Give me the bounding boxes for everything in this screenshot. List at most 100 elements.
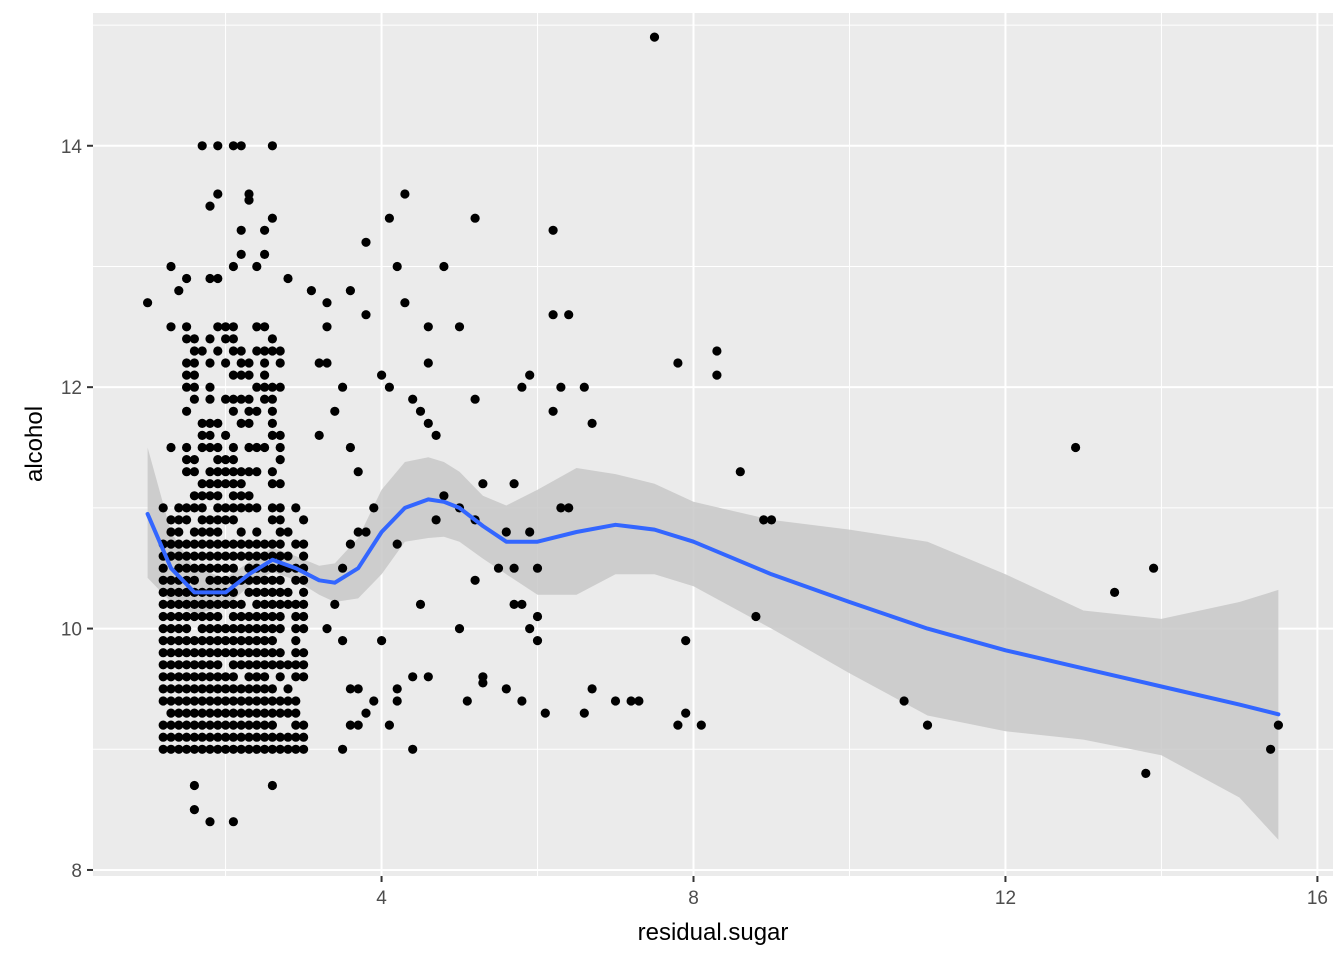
scatter-point (299, 660, 309, 670)
scatter-point (338, 636, 348, 646)
scatter-point (213, 672, 223, 682)
scatter-point (252, 696, 262, 706)
scatter-point (322, 322, 332, 332)
scatter-point (158, 684, 168, 694)
scatter-point (306, 286, 316, 296)
scatter-point (221, 575, 231, 585)
scatter-point (174, 503, 184, 513)
scatter-point (189, 684, 199, 694)
scatter-point (228, 636, 238, 646)
scatter-points (143, 32, 1283, 827)
scatter-point (174, 527, 184, 537)
scatter-point (267, 611, 277, 622)
scatter-point (252, 599, 262, 610)
scatter-point (205, 636, 215, 646)
scatter-point (174, 696, 184, 706)
scatter-point (548, 310, 558, 320)
scatter-point (501, 527, 511, 537)
scatter-point (260, 720, 270, 730)
scatter-point (244, 660, 254, 670)
scatter-point (205, 418, 215, 428)
scatter-point (267, 515, 277, 525)
scatter-point (361, 708, 371, 718)
scatter-point (197, 660, 207, 670)
scatter-point (291, 599, 301, 610)
scatter-point (384, 720, 394, 730)
scatter-point (221, 394, 231, 404)
scatter-point (221, 732, 231, 742)
scatter-point (509, 563, 519, 573)
scatter-point (197, 346, 207, 356)
scatter-point (267, 624, 277, 634)
scatter-point (252, 720, 262, 730)
scatter-point (244, 442, 254, 453)
scatter-point (205, 817, 215, 827)
scatter-point (228, 370, 238, 380)
scatter-point (197, 563, 207, 573)
scatter-point (275, 563, 285, 573)
scatter-point (205, 720, 215, 730)
scatter-point (189, 539, 199, 549)
scatter-point (189, 334, 199, 344)
scatter-point (353, 684, 363, 694)
scatter-point (189, 732, 199, 742)
scatter-point (213, 539, 223, 549)
scatter-point (275, 708, 285, 718)
scatter-point (236, 636, 246, 646)
scatter-point (275, 575, 285, 585)
scatter-point (158, 648, 168, 658)
scatter-point (166, 744, 176, 754)
scatter-point (221, 551, 231, 561)
scatter-point (291, 503, 301, 513)
scatter-point (260, 587, 270, 598)
scatter-point (454, 624, 465, 634)
scatter-point (236, 358, 246, 368)
scatter-point (244, 708, 254, 718)
scatter-point (213, 527, 223, 537)
scatter-point (221, 358, 231, 368)
scatter-point (283, 660, 293, 670)
scatter-point (189, 346, 199, 356)
scatter-point (260, 370, 270, 380)
scatter-point (189, 708, 199, 718)
scatter-point (182, 503, 192, 513)
scatter-point (299, 744, 309, 754)
scatter-point (345, 539, 355, 549)
scatter-point (236, 648, 246, 658)
scatter-point (158, 611, 168, 622)
scatter-point (158, 587, 168, 598)
scatter-point (408, 394, 418, 404)
scatter-point (267, 479, 277, 489)
scatter-point (189, 648, 199, 658)
scatter-point (291, 660, 301, 670)
scatter-point (205, 382, 215, 392)
scatter-point (197, 720, 207, 730)
scatter-point (260, 358, 270, 368)
scatter-point (299, 648, 309, 658)
scatter-point (1273, 720, 1283, 730)
scatter-point (228, 817, 238, 827)
scatter-point (228, 503, 238, 513)
scatter-point (267, 418, 277, 428)
scatter-point (197, 684, 207, 694)
scatter-point (283, 273, 293, 284)
scatter-point (267, 708, 277, 718)
scatter-point (275, 358, 285, 368)
scatter-point (283, 744, 293, 754)
scatter-point (267, 599, 277, 610)
scatter-point (221, 744, 231, 754)
scatter-point (182, 551, 192, 561)
scatter-point (252, 624, 262, 634)
scatter-point (189, 455, 199, 465)
scatter-point (267, 744, 277, 754)
scatter-point (205, 273, 215, 284)
scatter-point (166, 648, 176, 658)
scatter-point (267, 334, 277, 344)
scatter-point (205, 732, 215, 742)
scatter-point (478, 479, 488, 489)
scatter-point (182, 539, 192, 549)
scatter-point (182, 660, 192, 670)
scatter-point (1110, 587, 1120, 598)
scatter-point (158, 720, 168, 730)
scatter-point (221, 684, 231, 694)
